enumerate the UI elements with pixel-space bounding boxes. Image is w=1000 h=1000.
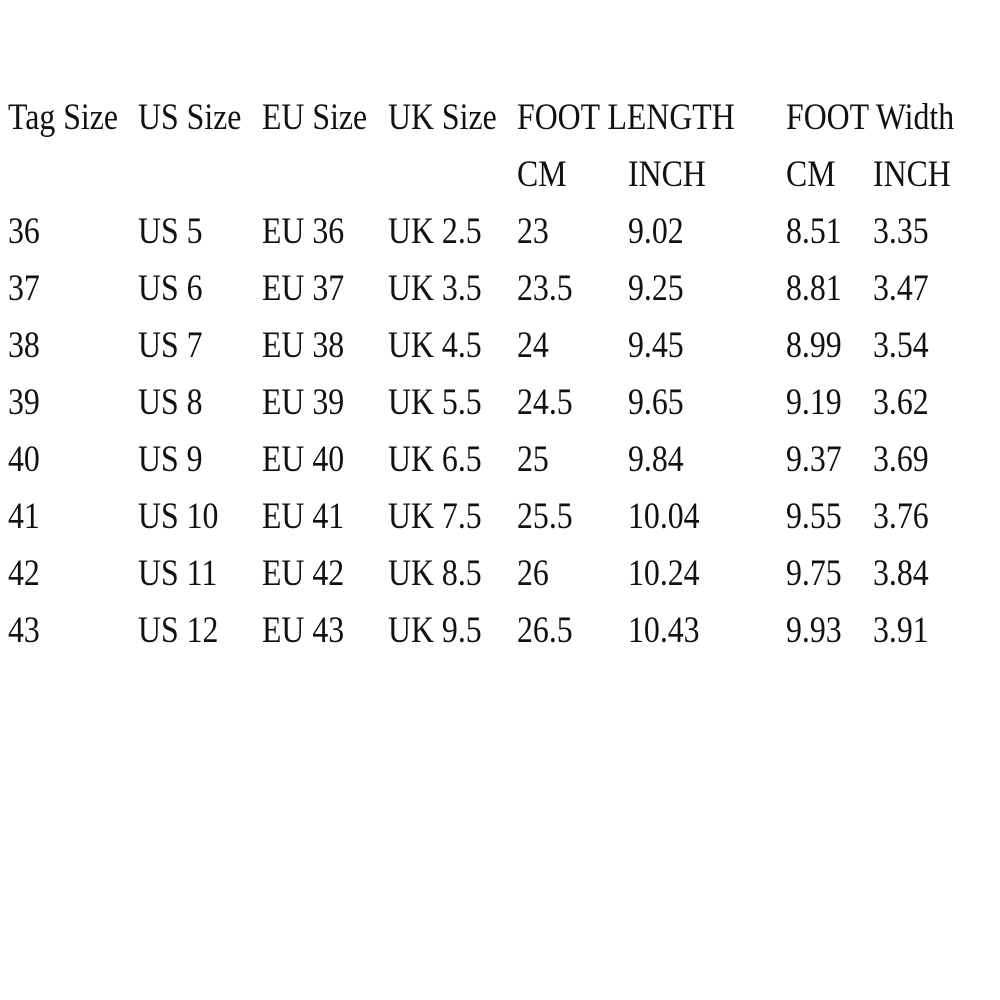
column-header: UK Size bbox=[388, 97, 497, 138]
column-subheader: INCH bbox=[628, 154, 706, 195]
table-cell: 9.45 bbox=[628, 325, 684, 366]
table-cell: 37 bbox=[8, 268, 40, 309]
table-cell: US 5 bbox=[138, 211, 203, 252]
table-cell: 8.81 bbox=[786, 268, 842, 309]
table-cell: 38 bbox=[8, 325, 40, 366]
table-cell: US 7 bbox=[138, 325, 203, 366]
table-cell: 9.02 bbox=[628, 211, 684, 252]
table-cell: 9.37 bbox=[786, 439, 842, 480]
column-subheader: INCH bbox=[873, 154, 951, 195]
table-cell: UK 2.5 bbox=[388, 211, 482, 252]
table-cell: 43 bbox=[8, 610, 40, 651]
table-cell: EU 38 bbox=[262, 325, 345, 366]
table-cell: EU 43 bbox=[262, 610, 345, 651]
column-header: EU Size bbox=[262, 97, 368, 138]
table-cell: 10.04 bbox=[628, 496, 700, 537]
table-cell: EU 42 bbox=[262, 553, 345, 594]
table-cell: EU 39 bbox=[262, 382, 345, 423]
table-cell: 8.99 bbox=[786, 325, 842, 366]
table-cell: 40 bbox=[8, 439, 40, 480]
table-cell: 25 bbox=[517, 439, 549, 480]
table-cell: 3.47 bbox=[873, 268, 929, 309]
column-header: US Size bbox=[138, 97, 242, 138]
table-cell: 9.19 bbox=[786, 382, 842, 423]
column-header: FOOT LENGTH bbox=[517, 97, 735, 138]
table-cell: US 6 bbox=[138, 268, 203, 309]
table-cell: 8.51 bbox=[786, 211, 842, 252]
table-cell: 9.84 bbox=[628, 439, 684, 480]
table-cell: 3.62 bbox=[873, 382, 929, 423]
table-cell: 24.5 bbox=[517, 382, 573, 423]
table-cell: 9.75 bbox=[786, 553, 842, 594]
table-cell: US 10 bbox=[138, 496, 219, 537]
table-cell: 3.35 bbox=[873, 211, 929, 252]
table-cell: UK 8.5 bbox=[388, 553, 482, 594]
table-cell: 9.93 bbox=[786, 610, 842, 651]
table-cell: UK 4.5 bbox=[388, 325, 482, 366]
table-cell: 3.69 bbox=[873, 439, 929, 480]
table-cell: US 11 bbox=[138, 553, 218, 594]
table-cell: US 12 bbox=[138, 610, 219, 651]
table-cell: EU 36 bbox=[262, 211, 345, 252]
table-cell: UK 6.5 bbox=[388, 439, 482, 480]
table-cell: 3.76 bbox=[873, 496, 929, 537]
column-header: Tag Size bbox=[8, 97, 118, 138]
table-cell: US 8 bbox=[138, 382, 203, 423]
table-cell: 9.55 bbox=[786, 496, 842, 537]
table-cell: 10.43 bbox=[628, 610, 700, 651]
table-cell: EU 40 bbox=[262, 439, 345, 480]
column-subheader: CM bbox=[517, 154, 567, 195]
table-cell: 9.25 bbox=[628, 268, 684, 309]
table-cell: 10.24 bbox=[628, 553, 700, 594]
table-cell: 9.65 bbox=[628, 382, 684, 423]
column-subheader: CM bbox=[786, 154, 836, 195]
table-cell: EU 37 bbox=[262, 268, 345, 309]
table-cell: 3.54 bbox=[873, 325, 929, 366]
table-cell: UK 5.5 bbox=[388, 382, 482, 423]
table-cell: UK 9.5 bbox=[388, 610, 482, 651]
table-cell: 41 bbox=[8, 496, 40, 537]
table-cell: 23 bbox=[517, 211, 549, 252]
table-cell: UK 7.5 bbox=[388, 496, 482, 537]
table-cell: UK 3.5 bbox=[388, 268, 482, 309]
table-cell: 26 bbox=[517, 553, 549, 594]
column-header: FOOT Width bbox=[786, 97, 955, 138]
table-cell: 23.5 bbox=[517, 268, 573, 309]
table-cell: 24 bbox=[517, 325, 549, 366]
table-cell: EU 41 bbox=[262, 496, 345, 537]
table-cell: 25.5 bbox=[517, 496, 573, 537]
table-cell: 26.5 bbox=[517, 610, 573, 651]
table-cell: 39 bbox=[8, 382, 40, 423]
table-cell: 3.91 bbox=[873, 610, 929, 651]
table-cell: 42 bbox=[8, 553, 40, 594]
table-cell: 3.84 bbox=[873, 553, 929, 594]
table-cell: US 9 bbox=[138, 439, 203, 480]
table-cell: 36 bbox=[8, 211, 40, 252]
